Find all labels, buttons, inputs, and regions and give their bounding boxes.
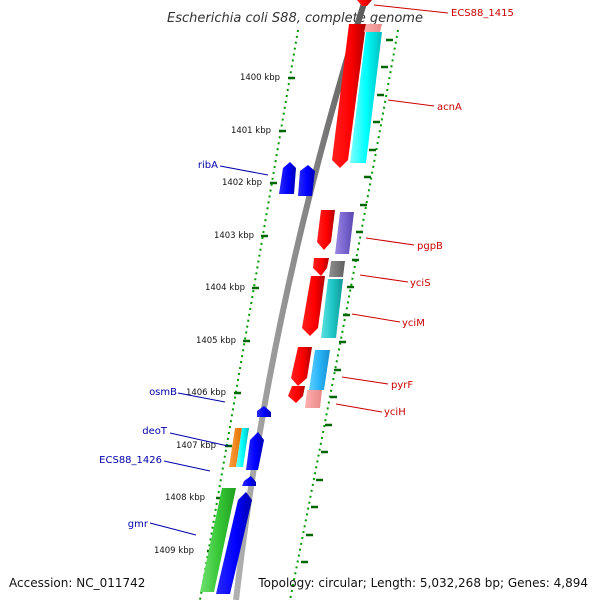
accession-text: Accession: NC_011742 [9,576,146,590]
scale-label: 1406 kbp [186,388,226,398]
gene-arrow-grey[interactable] [329,261,345,277]
gene-label-ycis[interactable]: yciS [410,278,431,289]
gene-arrow-riba[interactable] [279,162,296,194]
gene-arrow-teal[interactable] [321,279,343,338]
reverse-genes [200,162,315,594]
gene-arrow-riba-2[interactable] [298,165,315,196]
scale-label: 1407 kbp [176,441,216,451]
gene-arrow-ycis[interactable] [313,258,329,276]
gene-label-acna[interactable]: acnA [437,102,462,113]
scale-label: 1400 kbp [240,73,280,83]
forward-dotted-line [289,29,399,600]
gene-label-ycim[interactable]: yciM [402,318,425,329]
gene-arrow-gmr[interactable] [216,492,252,594]
scale-label: 1403 kbp [214,231,254,241]
gene-arrow-osmb[interactable] [257,406,271,417]
gene-arrow-ecs88-1426[interactable] [242,476,256,486]
gene-label-ecs88-1426[interactable]: ECS88_1426 [99,455,162,466]
gene-arrow-ycim[interactable] [302,276,325,336]
gene-label-gmr[interactable]: gmr [128,519,149,530]
gene-arrow-pink[interactable] [364,24,382,32]
gene-arrow-ecs88-1415[interactable] [357,0,372,6]
gene-arrow-cyan-long[interactable] [350,32,382,163]
gene-arrow-deot[interactable] [229,428,242,467]
gene-arrow-deot-cyan[interactable] [236,428,249,467]
gene-arrow-purple[interactable] [335,212,354,254]
gene-label-ecs88-1415[interactable]: ECS88_1415 [451,8,514,19]
reverse-label-leaders [149,165,269,536]
scale-label: 1409 kbp [154,546,194,556]
gene-label-riba[interactable]: ribA [198,160,218,171]
gene-arrow-acna[interactable] [332,24,366,168]
gene-label-deot[interactable]: deoT [142,426,168,437]
forward-label-leaders [335,4,449,413]
forward-genes [288,0,382,408]
gene-arrow-ycih[interactable] [288,386,305,403]
gene-label-pgpb[interactable]: pgpB [417,241,443,252]
forward-tick-marks [301,38,393,564]
gene-arrow-deot-blue[interactable] [246,432,264,470]
gene-label-ycih[interactable]: yciH [384,407,406,418]
gene-arrow-sky[interactable] [309,350,330,390]
map-title: Escherichia coli S88, complete genome [167,11,423,26]
gene-label-osmb[interactable]: osmB [149,387,177,398]
scale-label: 1408 kbp [165,493,205,503]
gene-label-pyrf[interactable]: pyrF [391,380,413,391]
scale-label: 1401 kbp [231,126,271,136]
scale-label: 1402 kbp [222,178,262,188]
scale-label: 1404 kbp [205,283,245,293]
topology-text: Topology: circular; Length: 5,032,268 bp… [258,576,588,590]
scale-label: 1405 kbp [196,336,236,346]
gene-arrow-gmr-green[interactable] [200,488,236,592]
gene-arrow-pgpb[interactable] [317,210,335,250]
gene-arrow-pyrf[interactable] [291,347,312,386]
gene-arrow-pink-small[interactable] [305,390,322,408]
